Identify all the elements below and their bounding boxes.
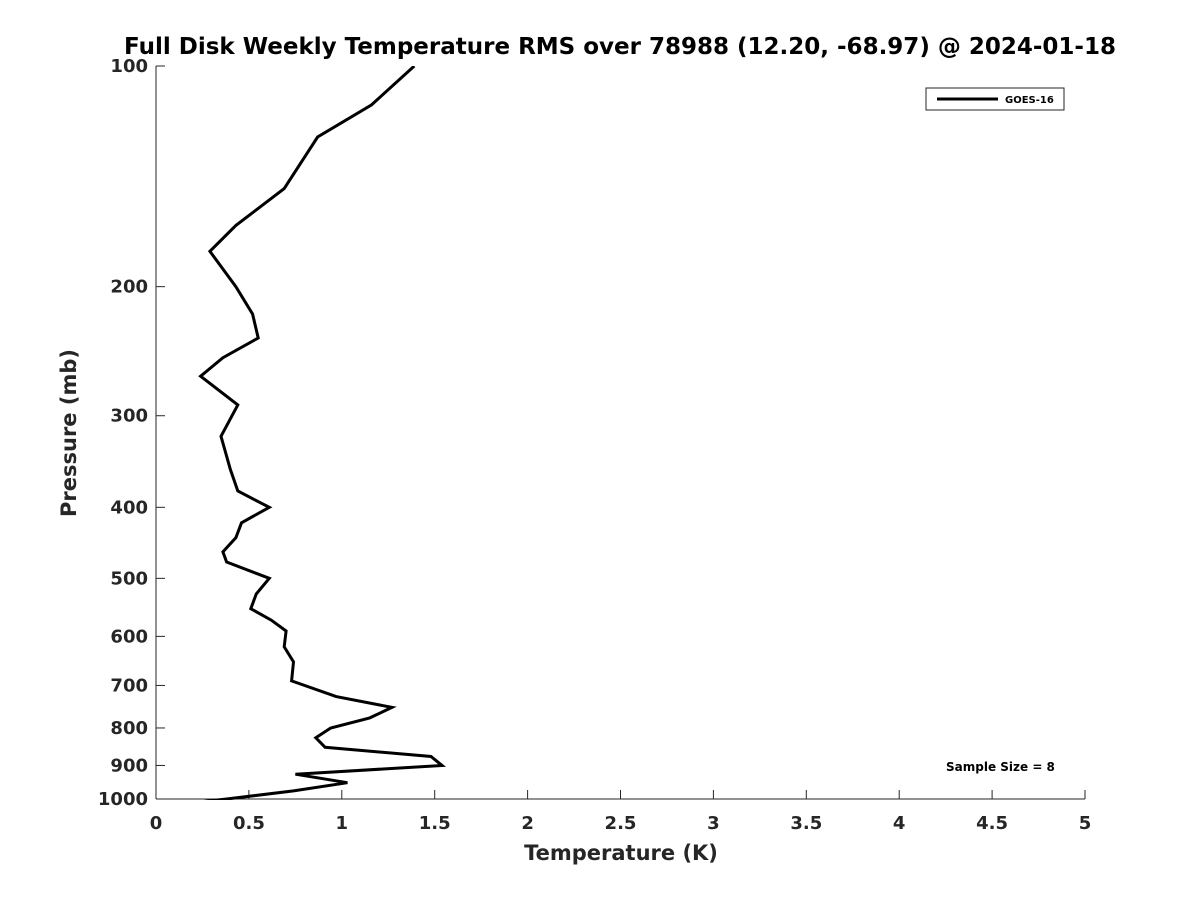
x-tick-label: 0 (150, 813, 163, 834)
y-tick-label: 700 (110, 675, 148, 696)
x-tick-label: 5 (1079, 813, 1092, 834)
y-tick-label: 500 (110, 568, 148, 589)
y-tick-label: 100 (110, 56, 148, 77)
y-tick-label: 600 (110, 626, 148, 647)
x-tick-label: 1.5 (419, 813, 451, 834)
legend: GOES-16 (925, 87, 1065, 111)
y-tick-label: 1000 (98, 789, 148, 810)
y-tick-label: 200 (110, 277, 148, 298)
sample-size-annotation: Sample Size = 8 (946, 760, 1055, 774)
y-tick-label: 800 (110, 718, 148, 739)
x-tick-label: 4.5 (976, 813, 1008, 834)
legend-entry-goes-16: GOES-16 (1005, 95, 1054, 106)
x-tick-label: 1 (336, 813, 349, 834)
x-tick-label: 2 (521, 813, 534, 834)
x-tick-label: 3.5 (790, 813, 822, 834)
y-tick-label: 900 (110, 755, 148, 776)
y-tick-label: 400 (110, 497, 148, 518)
x-tick-label: 3 (707, 813, 720, 834)
x-tick-label: 4 (893, 813, 906, 834)
chart-title: Full Disk Weekly Temperature RMS over 78… (124, 34, 1116, 60)
y-tick-label: 300 (110, 406, 148, 427)
x-tick-label: 2.5 (605, 813, 637, 834)
series-layer (198, 66, 447, 800)
x-axis-label: Temperature (K) (524, 841, 718, 865)
series-line-goes-16 (198, 66, 447, 800)
x-tick-label: 0.5 (233, 813, 265, 834)
x-axis-ticks: 0 0.5 1 1.5 2 2.5 3 3.5 4 4.5 5 (150, 790, 1092, 834)
y-axis-ticks: 100 200 300 400 500 600 700 800 900 1000 (98, 56, 165, 810)
y-axis-label: Pressure (mb) (57, 349, 81, 517)
